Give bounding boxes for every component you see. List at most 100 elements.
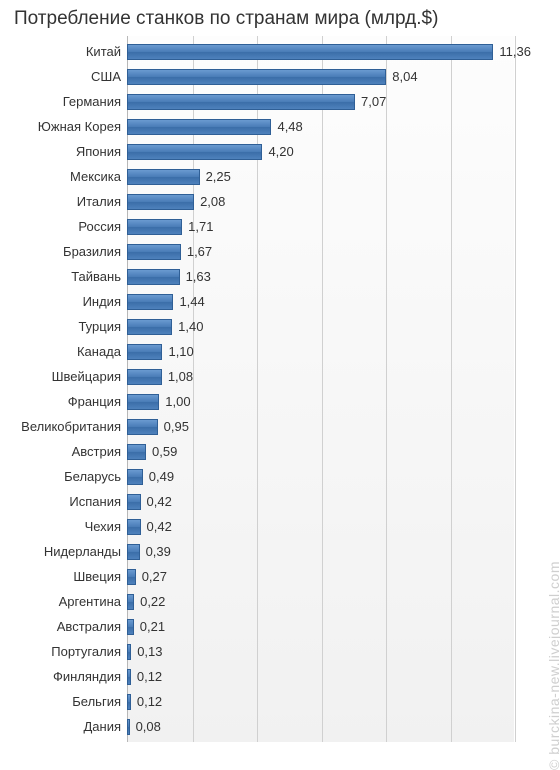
bar-row: Бельгия 0,12 xyxy=(12,690,552,714)
value-label: 1,10 xyxy=(168,340,193,364)
category-label: Нидерланды xyxy=(12,540,121,564)
bar-row: Швейцария1,08 xyxy=(12,365,552,389)
value-label: 1,00 xyxy=(165,390,190,414)
value-label: 0,49 xyxy=(149,465,174,489)
value-label: 1,63 xyxy=(186,265,211,289)
bar xyxy=(127,194,194,210)
bar-row: Южная Корея4,48 xyxy=(12,115,552,139)
bar xyxy=(127,44,493,60)
bar xyxy=(127,219,182,235)
category-label: Бельгия xyxy=(12,690,121,714)
value-label: 1,67 xyxy=(187,240,212,264)
bar-row: Бразилия 1,67 xyxy=(12,240,552,264)
category-label: Швеция xyxy=(12,565,121,589)
category-label: Франция xyxy=(12,390,121,414)
bar-row: Япония 4,20 xyxy=(12,140,552,164)
value-label: 1,08 xyxy=(168,365,193,389)
value-label: 0,13 xyxy=(137,640,162,664)
category-label: Аргентина xyxy=(12,590,121,614)
bar-row: Испания 0,42 xyxy=(12,490,552,514)
bar xyxy=(127,719,130,735)
bar-row: Беларусь 0,49 xyxy=(12,465,552,489)
category-label: Финляндия xyxy=(12,665,121,689)
category-label: Германия xyxy=(12,90,121,114)
bar xyxy=(127,269,180,285)
bar-row: США 8,04 xyxy=(12,65,552,89)
bar-row: Франция 1,00 xyxy=(12,390,552,414)
value-label: 2,08 xyxy=(200,190,225,214)
value-label: 2,25 xyxy=(206,165,231,189)
bar-row: Нидерланды 0,39 xyxy=(12,540,552,564)
value-label: 1,71 xyxy=(188,215,213,239)
bar-row: Австралия 0,21 xyxy=(12,615,552,639)
value-label: 1,44 xyxy=(179,290,204,314)
bar-row: Канада 1,10 xyxy=(12,340,552,364)
bar-row: Россия 1,71 xyxy=(12,215,552,239)
value-label: 7,07 xyxy=(361,90,386,114)
bar xyxy=(127,469,143,485)
value-label: 4,20 xyxy=(268,140,293,164)
category-label: Индия xyxy=(12,290,121,314)
plot-area: Китай11,36США8,04Германия7,07Южная Корея… xyxy=(12,36,552,742)
value-label: 0,12 xyxy=(137,665,162,689)
bar xyxy=(127,544,140,560)
category-label: Дания xyxy=(12,715,121,739)
bar xyxy=(127,369,162,385)
value-label: 1,40 xyxy=(178,315,203,339)
bar xyxy=(127,519,141,535)
bar xyxy=(127,344,162,360)
bar xyxy=(127,594,134,610)
category-label: Австралия xyxy=(12,615,121,639)
bar-row: Турция 1,40 xyxy=(12,315,552,339)
bar-row: Чехия0,42 xyxy=(12,515,552,539)
bar-row: Мексика 2,25 xyxy=(12,165,552,189)
bar-row: Австрия 0,59 xyxy=(12,440,552,464)
bar-row: Дания0,08 xyxy=(12,715,552,739)
bar xyxy=(127,619,134,635)
value-label: 0,21 xyxy=(140,615,165,639)
value-label: 0,22 xyxy=(140,590,165,614)
category-label: Испания xyxy=(12,490,121,514)
bar-row: Португалия 0,13 xyxy=(12,640,552,664)
category-label: Южная Корея xyxy=(12,115,121,139)
bar xyxy=(127,119,271,135)
category-label: Беларусь xyxy=(12,465,121,489)
category-label: Турция xyxy=(12,315,121,339)
category-label: Россия xyxy=(12,215,121,239)
value-label: 0,42 xyxy=(147,490,172,514)
chart-container: Потребление станков по странам мира (млр… xyxy=(0,0,560,761)
bar xyxy=(127,319,172,335)
watermark-text: © burckina-new.livejournal.com xyxy=(546,561,560,770)
bar-row: Германия 7,07 xyxy=(12,90,552,114)
category-label: Великобритания xyxy=(12,415,121,439)
bar xyxy=(127,144,262,160)
bar xyxy=(127,644,131,660)
value-label: 8,04 xyxy=(392,65,417,89)
bar-row: Италия 2,08 xyxy=(12,190,552,214)
bar-row: Индия 1,44 xyxy=(12,290,552,314)
value-label: 0,27 xyxy=(142,565,167,589)
value-label: 0,12 xyxy=(137,690,162,714)
bar-rows: Китай11,36США8,04Германия7,07Южная Корея… xyxy=(12,36,552,742)
category-label: Австрия xyxy=(12,440,121,464)
bar-row: Швеция 0,27 xyxy=(12,565,552,589)
chart-title: Потребление станков по странам мира (млр… xyxy=(14,8,554,30)
category-label: Италия xyxy=(12,190,121,214)
category-label: Япония xyxy=(12,140,121,164)
value-label: 0,39 xyxy=(146,540,171,564)
category-label: Мексика xyxy=(12,165,121,189)
value-label: 11,36 xyxy=(499,40,531,64)
category-label: Бразилия xyxy=(12,240,121,264)
bar xyxy=(127,669,131,685)
bar xyxy=(127,494,141,510)
category-label: Португалия xyxy=(12,640,121,664)
category-label: Канада xyxy=(12,340,121,364)
bar-row: Тайвань1,63 xyxy=(12,265,552,289)
value-label: 0,59 xyxy=(152,440,177,464)
category-label: США xyxy=(12,65,121,89)
bar xyxy=(127,394,159,410)
value-label: 0,95 xyxy=(164,415,189,439)
bar-row: Аргентина 0,22 xyxy=(12,590,552,614)
bar-row: Китай11,36 xyxy=(12,40,552,64)
category-label: Чехия xyxy=(12,515,121,539)
